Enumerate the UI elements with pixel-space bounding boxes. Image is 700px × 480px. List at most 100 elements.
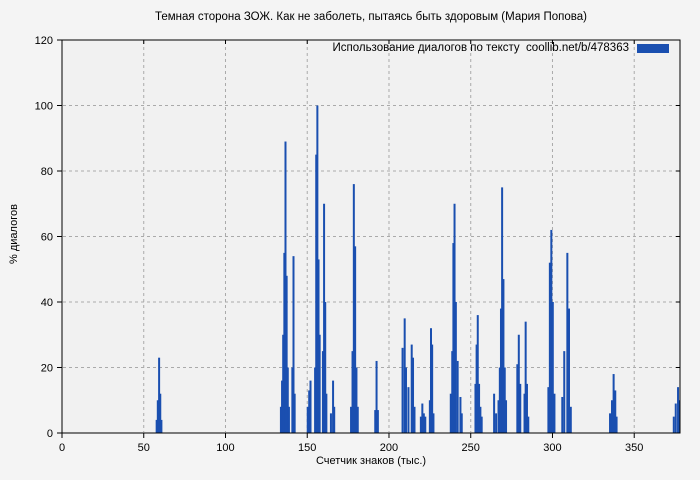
bar <box>609 413 612 433</box>
bar <box>561 396 564 433</box>
bar <box>569 406 572 433</box>
bar <box>501 187 504 434</box>
bar <box>317 259 320 433</box>
bar <box>672 416 675 434</box>
bar <box>454 302 457 433</box>
bar <box>519 383 522 434</box>
bar <box>315 154 318 434</box>
bar <box>567 308 570 433</box>
bar <box>498 367 501 433</box>
legend-label: Использование диалогов по тексту coollib… <box>332 42 629 54</box>
tick-label-x: 50 <box>138 442 150 454</box>
bar <box>493 393 496 433</box>
bar <box>474 383 477 434</box>
bar <box>516 364 519 433</box>
tick-label-x: 350 <box>625 442 643 454</box>
tick-label-x: 150 <box>298 442 316 454</box>
tick-label-y: 0 <box>47 428 53 440</box>
bar <box>155 419 158 433</box>
bar <box>284 141 287 433</box>
bar <box>158 357 161 434</box>
bar <box>550 229 553 433</box>
tick-label-y: 80 <box>41 166 53 178</box>
bar <box>354 246 357 433</box>
bar <box>325 393 328 433</box>
bar <box>356 406 359 433</box>
bar <box>430 328 432 433</box>
bar <box>323 203 326 433</box>
legend: Использование диалогов по тексту coollib… <box>62 40 669 56</box>
bar <box>285 275 288 433</box>
bar <box>431 344 434 433</box>
bar <box>160 419 163 433</box>
bar <box>610 400 613 433</box>
bar <box>502 279 505 433</box>
bar <box>615 416 618 434</box>
legend-swatch <box>637 43 669 53</box>
bar <box>309 380 312 433</box>
bar <box>421 403 424 433</box>
bar <box>314 367 317 433</box>
bar <box>432 413 435 433</box>
bar <box>424 416 427 434</box>
bar <box>318 334 321 433</box>
bar <box>401 347 404 433</box>
bar <box>355 367 358 433</box>
tick-label-x: 100 <box>216 442 234 454</box>
bar <box>333 406 336 433</box>
bar <box>551 302 554 433</box>
bar <box>479 406 482 433</box>
tick-label-y: 60 <box>41 232 53 244</box>
tick-label-x: 250 <box>462 442 480 454</box>
bar <box>350 406 353 433</box>
tick-label-y: 100 <box>35 101 53 113</box>
tick-label-y: 20 <box>41 363 53 375</box>
bar <box>403 318 406 434</box>
bar <box>523 393 526 433</box>
tick-label-x: 300 <box>543 442 561 454</box>
bar <box>351 351 354 434</box>
bar <box>527 416 530 434</box>
bar <box>517 334 520 433</box>
bar <box>525 383 528 434</box>
bar <box>453 203 456 433</box>
bar <box>449 393 452 433</box>
bar <box>281 380 284 433</box>
bar <box>422 413 425 433</box>
bar <box>306 406 309 433</box>
bar <box>413 406 416 433</box>
bar <box>376 410 379 433</box>
bar <box>563 351 566 434</box>
bar <box>674 403 677 433</box>
x-axis-title: Счетчик знаков (тыс.) <box>315 455 427 467</box>
bar <box>475 344 478 433</box>
bar <box>404 367 407 433</box>
bar <box>548 262 551 433</box>
bar <box>460 413 463 433</box>
bar <box>495 413 498 433</box>
bar <box>547 387 550 433</box>
y-axis-title: % диалогов <box>8 204 20 264</box>
chart-title: Темная сторона ЗОЖ. Как не заболеть, пыт… <box>155 11 587 23</box>
bar <box>292 256 295 433</box>
bar <box>428 400 431 433</box>
tick-label-y: 40 <box>41 297 53 309</box>
bar <box>553 393 556 433</box>
bar <box>279 406 282 433</box>
bar <box>524 321 527 433</box>
bar <box>499 308 502 433</box>
bar <box>419 416 422 434</box>
bar <box>283 252 286 434</box>
tick-label-x: 0 <box>59 442 65 454</box>
bar <box>456 360 459 433</box>
bar <box>476 315 479 433</box>
bar <box>566 252 569 434</box>
bar <box>451 351 454 434</box>
bar <box>612 374 615 433</box>
bar <box>156 400 159 433</box>
bar <box>375 360 378 433</box>
bar <box>329 413 332 433</box>
bar <box>332 380 335 433</box>
